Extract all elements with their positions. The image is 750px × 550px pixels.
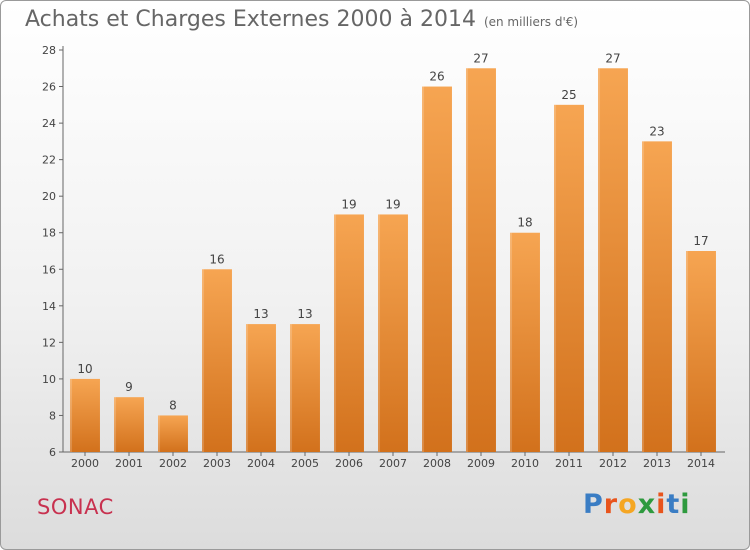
bar-highlight xyxy=(158,415,161,452)
y-tick-label: 26 xyxy=(42,81,56,94)
bar-highlight xyxy=(114,397,117,452)
bar-highlight xyxy=(378,214,381,452)
x-tick-label: 2010 xyxy=(511,457,539,470)
bar-highlight xyxy=(554,104,557,453)
bar-value-label: 26 xyxy=(429,70,444,84)
x-tick-label: 2003 xyxy=(203,457,231,470)
x-tick-label: 2008 xyxy=(423,457,451,470)
logo-letter: P xyxy=(583,489,604,520)
bar-value-label: 19 xyxy=(341,197,356,211)
bar-highlight xyxy=(202,269,205,452)
bar-highlight xyxy=(686,251,689,452)
proxiti-logo[interactable]: Proxiti xyxy=(583,489,691,520)
bar xyxy=(422,86,452,452)
bar xyxy=(70,378,100,452)
x-tick-label: 2009 xyxy=(467,457,495,470)
y-tick-label: 28 xyxy=(42,44,56,57)
bar xyxy=(598,68,628,452)
bar-highlight xyxy=(246,324,249,452)
logo-letter: i xyxy=(656,489,667,520)
logo-letter: r xyxy=(603,489,619,520)
bar-highlight xyxy=(642,141,645,452)
bar-value-label: 19 xyxy=(385,197,400,211)
y-tick-label: 16 xyxy=(42,263,56,276)
y-tick-label: 10 xyxy=(42,373,56,386)
bar xyxy=(554,104,584,453)
bar xyxy=(246,324,276,452)
bar-highlight xyxy=(422,86,425,452)
bar xyxy=(158,415,188,452)
y-tick-label: 12 xyxy=(42,336,56,349)
logo-letter: o xyxy=(618,489,638,520)
y-tick-label: 22 xyxy=(42,154,56,167)
x-tick-label: 2007 xyxy=(379,457,407,470)
x-tick-label: 2000 xyxy=(71,457,99,470)
bar-value-label: 18 xyxy=(517,216,532,230)
chart-title-text: Achats et Charges Externes 2000 à 2014 xyxy=(25,7,476,32)
bar-value-label: 17 xyxy=(693,234,708,248)
bars-group xyxy=(70,68,716,453)
logo-letter: t xyxy=(666,489,681,520)
bar-highlight xyxy=(334,214,337,452)
bar-value-label: 9 xyxy=(125,380,133,394)
bar-value-label: 13 xyxy=(253,307,268,321)
x-tick-label: 2012 xyxy=(599,457,627,470)
x-tick-label: 2005 xyxy=(291,457,319,470)
x-tick-label: 2004 xyxy=(247,457,275,470)
y-tick-label: 8 xyxy=(49,409,56,422)
y-tick-label: 24 xyxy=(42,117,56,130)
x-tick-label: 2011 xyxy=(555,457,583,470)
x-tick-label: 2002 xyxy=(159,457,187,470)
x-tick-label: 2014 xyxy=(687,457,715,470)
bar xyxy=(290,324,320,452)
bar xyxy=(378,214,408,452)
y-tick-label: 20 xyxy=(42,190,56,203)
logo-letter: i xyxy=(680,489,691,520)
bar xyxy=(202,269,232,452)
chart-title: Achats et Charges Externes 2000 à 2014 (e… xyxy=(25,7,578,32)
bar-highlight xyxy=(598,68,601,452)
x-tick-label: 2006 xyxy=(335,457,363,470)
x-tick-label: 2013 xyxy=(643,457,671,470)
x-axis: 2000 2001 2002 2003 2004 2005 2006 2007 2008 2009… xyxy=(63,451,725,470)
bar-highlight xyxy=(290,324,293,452)
bar xyxy=(642,141,672,452)
bar xyxy=(334,214,364,452)
bar-value-label: 16 xyxy=(209,252,224,266)
bar xyxy=(466,68,496,452)
bar-highlight xyxy=(70,378,73,452)
y-tick-label: 6 xyxy=(49,446,56,459)
x-tick-label: 2001 xyxy=(115,457,143,470)
commune-name: SONAC xyxy=(37,495,114,519)
bar xyxy=(686,251,716,452)
bar-value-label: 27 xyxy=(605,51,620,65)
chart-subtitle: (en milliers d'€) xyxy=(483,15,579,29)
y-tick-label: 18 xyxy=(42,227,56,240)
bar-value-label: 23 xyxy=(649,124,664,138)
bar xyxy=(114,397,144,452)
bar-value-label: 8 xyxy=(169,398,177,412)
bar-value-label: 27 xyxy=(473,51,488,65)
bar-highlight xyxy=(466,68,469,452)
y-axis: 6 8 10 12 14 16 18 20 22 24 26 28 xyxy=(42,44,64,459)
data-labels-group: 10 9 8 16 13 13 19 19 26 27 18 25 27 23 17 xyxy=(77,51,708,412)
bar xyxy=(510,232,540,452)
y-tick-label: 14 xyxy=(42,300,56,313)
bar-value-label: 10 xyxy=(77,362,92,376)
bar-value-label: 25 xyxy=(561,88,576,102)
logo-letter: x xyxy=(637,489,657,520)
bar-highlight xyxy=(510,232,513,452)
bar-value-label: 13 xyxy=(297,307,312,321)
